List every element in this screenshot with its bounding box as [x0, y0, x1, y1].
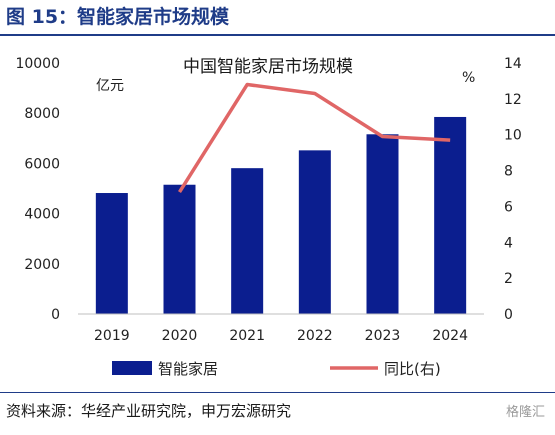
x-tick-label: 2022 — [297, 328, 333, 344]
legend-bar-label: 智能家居 — [158, 360, 218, 378]
right-tick-label: 8 — [504, 164, 513, 180]
bar-2022 — [298, 150, 331, 314]
right-tick-label: 2 — [504, 271, 513, 287]
x-tick-label: 2023 — [365, 328, 401, 344]
left-axis-ticks: 0 2000 4000 6000 8000 10000 — [15, 56, 60, 323]
right-axis-ticks: 0 2 4 6 8 10 12 14 — [504, 56, 522, 323]
left-tick-label: 4000 — [24, 207, 60, 223]
growth-rate-line — [178, 82, 451, 194]
left-tick-label: 2000 — [24, 257, 60, 273]
right-tick-label: 14 — [504, 56, 522, 72]
legend: 智能家居 同比(右) — [112, 360, 441, 378]
bar-2024 — [434, 116, 467, 314]
right-tick-label: 12 — [504, 92, 522, 108]
x-tick-label: 2019 — [94, 328, 130, 344]
right-tick-label: 0 — [504, 307, 513, 323]
right-tick-label: 6 — [504, 199, 513, 215]
left-tick-label: 8000 — [24, 106, 60, 122]
x-tick-label: 2024 — [432, 328, 468, 344]
watermark: 格隆汇 — [505, 405, 545, 420]
left-tick-label: 6000 — [24, 156, 60, 172]
source-note: 资料来源：华经产业研究院，申万宏源研究 — [6, 402, 292, 420]
chart-title: 中国智能家居市场规模 — [183, 57, 353, 77]
header-divider — [0, 34, 555, 36]
right-tick-label: 4 — [504, 235, 513, 251]
left-tick-label: 0 — [51, 307, 60, 323]
x-tick-label: 2020 — [162, 328, 198, 344]
right-tick-label: 10 — [504, 128, 522, 144]
left-axis-unit: 亿元 — [96, 78, 124, 94]
bar-2023 — [366, 134, 399, 314]
bar-series — [95, 116, 467, 314]
bar-2020 — [163, 184, 196, 314]
market-size-chart: 中国智能家居市场规模 亿元 % 0 2000 4000 6000 8000 10000 0… — [15, 56, 522, 378]
legend-line-label: 同比(右) — [384, 360, 441, 378]
bar-2021 — [231, 168, 264, 314]
legend-bar-swatch — [112, 361, 152, 375]
right-axis-unit: % — [462, 70, 475, 86]
x-axis-ticks: 2019 2020 2021 2022 2023 2024 — [94, 328, 468, 344]
footer-divider — [0, 392, 555, 393]
x-tick-label: 2021 — [229, 328, 265, 344]
bar-2019 — [95, 193, 128, 314]
left-tick-label: 10000 — [15, 56, 60, 72]
figure-label: 图 15：智能家居市场规模 — [6, 6, 230, 28]
